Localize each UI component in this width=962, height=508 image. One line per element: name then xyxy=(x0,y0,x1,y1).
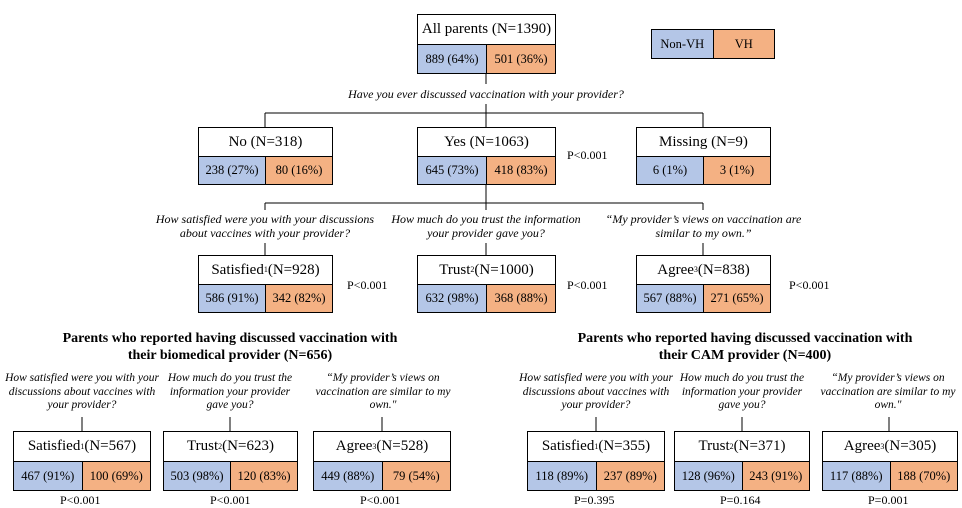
cam-trust-vh-value: 243 (91%) xyxy=(742,462,809,490)
bio-satisfied-vh-value: 100 (69%) xyxy=(82,462,150,490)
cam-question-satisfied: How satisfied were you with your discuss… xyxy=(519,372,673,411)
cam-agree-p-value: P=0.001 xyxy=(868,493,909,507)
trust-label: Trust 2 (N=1000) xyxy=(439,261,534,278)
no-label: No (N=318) xyxy=(228,133,303,150)
bio-trust-label: Trust 2 (N=623) xyxy=(187,438,274,454)
cam-satisfied-label: Satisfied 1 (N=355) xyxy=(541,438,651,454)
bio-agree-vh-value: 79 (54%) xyxy=(382,462,450,490)
satisfied-vh-value: 342 (82%) xyxy=(266,285,332,312)
cam-agree-label: Agree 3 (N=305) xyxy=(843,438,937,454)
bio-question-trust: How much do you trust the information yo… xyxy=(167,372,293,411)
missing-label: Missing (N=9) xyxy=(659,133,748,150)
node-no: No (N=318) 238 (27%) 80 (16%) xyxy=(198,127,333,185)
node-trust: Trust 2 (N=1000) 632 (98%) 368 (88%) xyxy=(417,255,556,313)
root-label: All parents (N=1390) xyxy=(421,21,552,37)
agree-label: Agree 3 (N=838) xyxy=(657,261,750,278)
bio-question-satisfied: How satisfied were you with your discuss… xyxy=(5,372,159,411)
trust-p-value: P<0.001 xyxy=(567,278,608,292)
node-yes: Yes (N=1063) 645 (73%) 418 (83%) xyxy=(417,127,556,185)
missing-nonvh-value: 6 (1%) xyxy=(637,157,704,184)
cam-title: Parents who reported having discussed va… xyxy=(577,331,913,363)
agree-vh-value: 271 (65%) xyxy=(704,285,770,312)
cam-question-trust: How much do you trust the information yo… xyxy=(679,372,805,411)
trust-nonvh-value: 632 (98%) xyxy=(418,285,487,312)
biomedical-title: Parents who reported having discussed va… xyxy=(62,331,398,363)
agree-nonvh-value: 567 (88%) xyxy=(637,285,704,312)
trust-vh-value: 368 (88%) xyxy=(487,285,555,312)
cam-node-satisfied: Satisfied 1 (N=355) 118 (89%) 237 (89%) xyxy=(527,431,665,491)
cam-question-agree: “My provider’s views on vaccination are … xyxy=(820,372,956,411)
missing-vh-value: 3 (1%) xyxy=(704,157,770,184)
bio-agree-p-value: P<0.001 xyxy=(360,493,401,507)
node-satisfied: Satisfied 1 (N=928) 586 (91%) 342 (82%) xyxy=(198,255,333,313)
bio-node-agree: Agree 3 (N=528) 449 (88%) 79 (54%) xyxy=(313,431,451,491)
question-discussed: Have you ever discussed vaccination with… xyxy=(348,87,624,101)
question-satisfied: How satisfied were you with your discuss… xyxy=(155,212,375,240)
cam-satisfied-vh-value: 237 (89%) xyxy=(596,462,664,490)
agree-p-value: P<0.001 xyxy=(789,278,830,292)
legend-nonvh: Non-VH xyxy=(652,30,714,58)
bio-satisfied-p-value: P<0.001 xyxy=(60,493,101,507)
yes-label: Yes (N=1063) xyxy=(444,133,529,150)
satisfied-label: Satisfied 1 (N=928) xyxy=(211,261,320,278)
bio-trust-nonvh-value: 503 (98%) xyxy=(164,462,231,490)
legend: Non-VH VH xyxy=(651,29,775,59)
no-vh-value: 80 (16%) xyxy=(266,157,332,184)
cam-node-trust: Trust 2 (N=371) 128 (96%) 243 (91%) xyxy=(674,431,810,491)
cam-trust-p-value: P=0.164 xyxy=(720,493,761,507)
bio-agree-nonvh-value: 449 (88%) xyxy=(314,462,383,490)
node-agree: Agree 3 (N=838) 567 (88%) 271 (65%) xyxy=(636,255,771,313)
yes-nonvh-value: 645 (73%) xyxy=(418,157,487,184)
yes-vh-value: 418 (83%) xyxy=(487,157,555,184)
cam-trust-label: Trust 2 (N=371) xyxy=(698,438,786,454)
bio-trust-vh-value: 120 (83%) xyxy=(231,462,297,490)
no-nonvh-value: 238 (27%) xyxy=(199,157,266,184)
legend-vh: VH xyxy=(713,30,774,58)
question-trust: How much do you trust the information yo… xyxy=(391,212,581,240)
bio-node-trust: Trust 2 (N=623) 503 (98%) 120 (83%) xyxy=(163,431,298,491)
cam-agree-vh-value: 188 (70%) xyxy=(890,462,957,490)
question-agree: “My provider’s views on vaccination are … xyxy=(605,212,802,240)
root-nonvh-value: 889 (64%) xyxy=(418,45,487,73)
bio-satisfied-label: Satisfied 1 (N=567) xyxy=(27,438,137,454)
cam-satisfied-p-value: P=0.395 xyxy=(574,493,615,507)
bio-node-satisfied: Satisfied 1 (N=567) 467 (91%) 100 (69%) xyxy=(13,431,151,491)
bio-trust-p-value: P<0.001 xyxy=(210,493,251,507)
cam-node-agree: Agree 3 (N=305) 117 (88%) 188 (70%) xyxy=(822,431,958,491)
bio-question-agree: “My provider’s views on vaccination are … xyxy=(315,372,451,411)
satisfied-p-value: P<0.001 xyxy=(347,278,388,292)
cam-satisfied-nonvh-value: 118 (89%) xyxy=(528,462,597,490)
satisfied-nonvh-value: 586 (91%) xyxy=(199,285,266,312)
bio-agree-label: Agree 3 (N=528) xyxy=(335,438,429,454)
node-missing: Missing (N=9) 6 (1%) 3 (1%) xyxy=(636,127,771,185)
cam-agree-nonvh-value: 117 (88%) xyxy=(823,462,891,490)
root-vh-value: 501 (36%) xyxy=(487,45,555,73)
level1-p-value: P<0.001 xyxy=(567,148,608,162)
cam-trust-nonvh-value: 128 (96%) xyxy=(675,462,743,490)
root-node: All parents (N=1390) 889 (64%) 501 (36%) xyxy=(417,14,556,74)
bio-satisfied-nonvh-value: 467 (91%) xyxy=(14,462,83,490)
